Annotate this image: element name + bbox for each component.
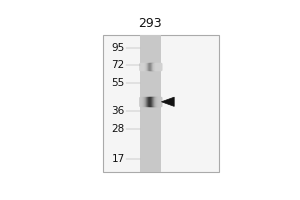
- Text: 17: 17: [111, 154, 125, 164]
- Polygon shape: [161, 97, 174, 106]
- Text: 36: 36: [111, 106, 125, 116]
- Text: 28: 28: [111, 124, 125, 134]
- Text: 55: 55: [111, 78, 125, 88]
- Text: 95: 95: [111, 43, 125, 53]
- Bar: [140, 35, 161, 172]
- Text: 72: 72: [111, 60, 125, 70]
- Text: 293: 293: [138, 17, 162, 30]
- Bar: [103, 35, 219, 172]
